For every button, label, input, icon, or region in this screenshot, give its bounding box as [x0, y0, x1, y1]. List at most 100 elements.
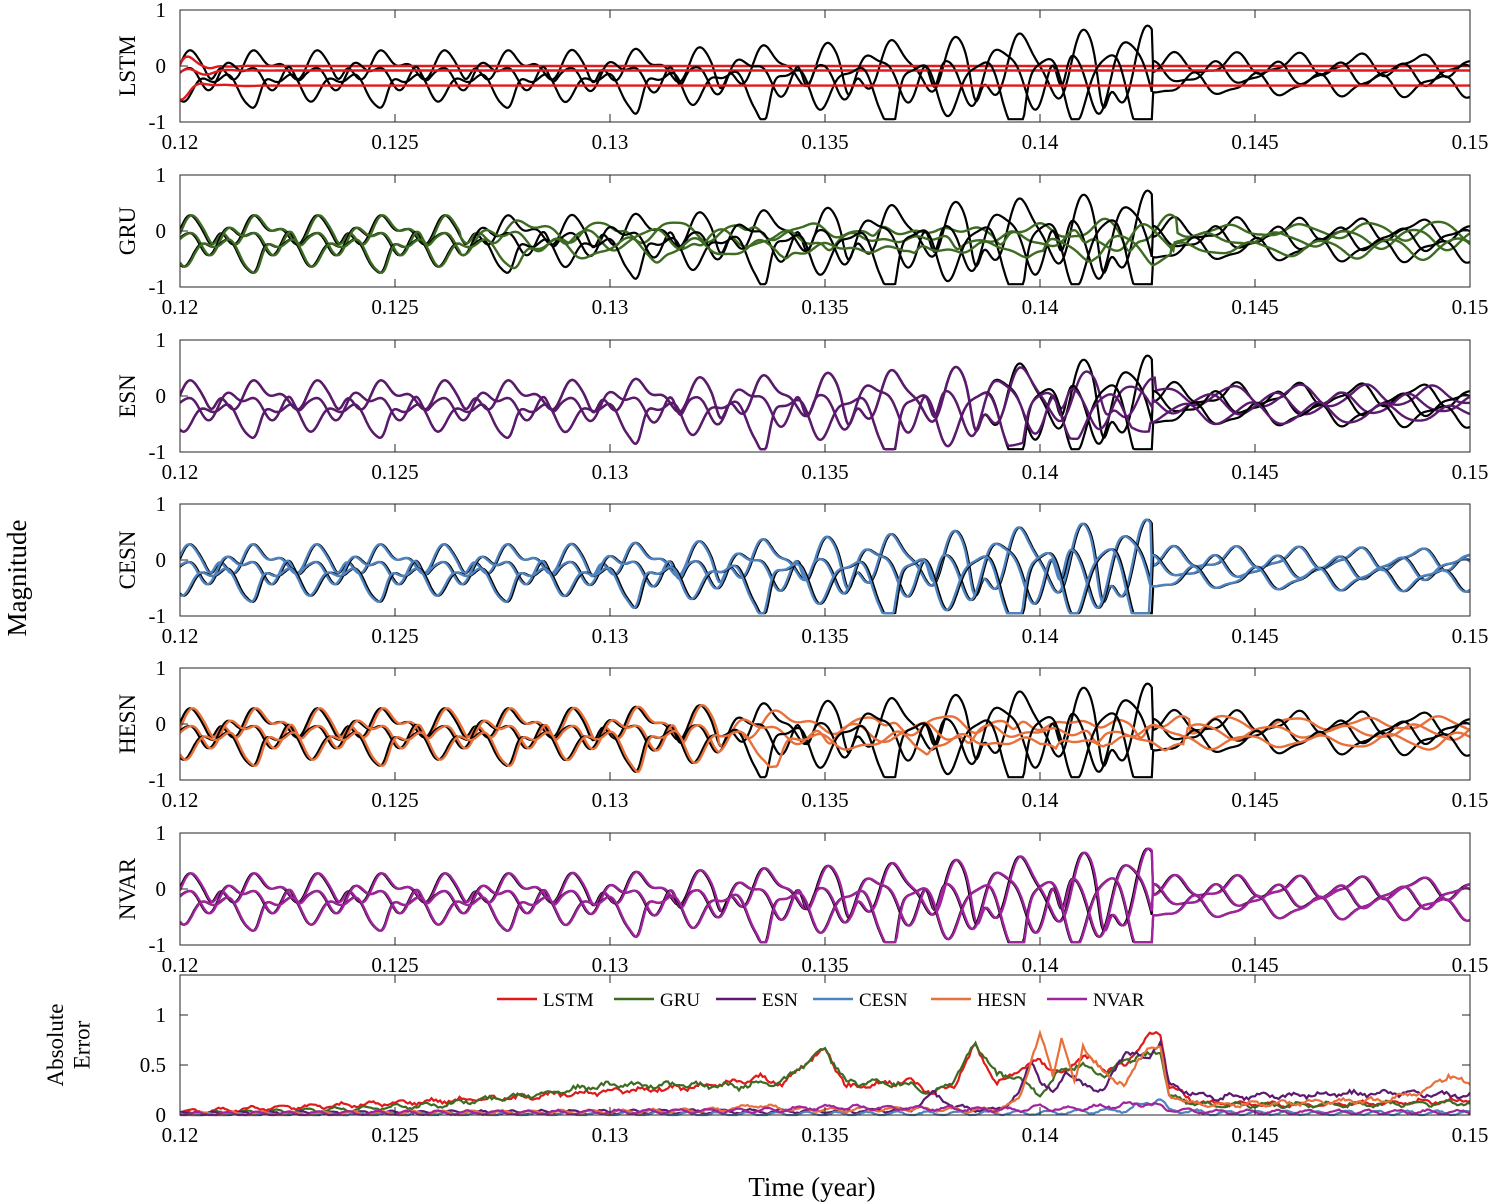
y-tick-label: 0: [156, 1103, 167, 1127]
series-group: [180, 189, 1470, 286]
series-group: [180, 847, 1470, 944]
series-group: [180, 682, 1470, 779]
x-tick-label: 0.14: [1022, 460, 1059, 484]
x-tick-label: 0.15: [1452, 130, 1489, 154]
y-tick-label: -1: [149, 768, 167, 792]
x-tick-label: 0.135: [801, 953, 848, 977]
series-group: [180, 24, 1470, 121]
x-tick-label: 0.13: [592, 130, 629, 154]
y-tick-label: -1: [149, 275, 167, 299]
x-tick-label: 0.13: [592, 1123, 629, 1147]
x-tick-label: 0.135: [801, 460, 848, 484]
legend-label-gru: GRU: [660, 990, 700, 1011]
panel-ylabel: HESN: [115, 694, 140, 754]
prediction-line: [180, 234, 1470, 275]
panel-ylabel: NVAR: [115, 857, 140, 920]
panel-nvar: 0.12 0.125 0.13 0.135 0.14 0.145 0.15 -1 0 1 NVAR: [115, 821, 1488, 977]
y-tick-label: 0: [156, 877, 167, 901]
panel-gru: 0.12 0.125 0.13 0.135 0.14 0.145 0.15 -1 0 1 GRU: [115, 163, 1488, 319]
x-tick-label: 0.125: [371, 624, 418, 648]
x-tick-label: 0.15: [1452, 788, 1489, 812]
prediction-line: [180, 379, 1470, 438]
series-group: [180, 518, 1470, 615]
y-tick-label: 1: [156, 0, 167, 22]
x-tick-label: 0.14: [1022, 624, 1059, 648]
x-tick-label: 0.125: [371, 130, 418, 154]
y-tick-label: 1: [156, 163, 167, 187]
y-tick-label: -1: [149, 604, 167, 628]
x-tick-label: 0.135: [801, 130, 848, 154]
x-tick-label: 0.15: [1452, 1123, 1489, 1147]
prediction-line: [180, 82, 1470, 101]
prediction-line: [180, 391, 1470, 451]
x-tick-label: 0.12: [162, 1123, 199, 1147]
x-tick-label: 0.125: [371, 460, 418, 484]
x-tick-label: 0.145: [1231, 624, 1278, 648]
y-tick-label: 0: [156, 548, 167, 572]
legend-label-nvar: NVAR: [1093, 990, 1145, 1011]
x-tick-label: 0.135: [801, 1123, 848, 1147]
panel-esn: 0.12 0.125 0.13 0.135 0.14 0.145 0.15 -1 0 1 ESN: [115, 328, 1488, 484]
x-tick-label: 0.145: [1231, 295, 1278, 319]
x-tick-label: 0.13: [592, 460, 629, 484]
y-tick-label: 1: [156, 1003, 167, 1027]
x-tick-label: 0.15: [1452, 295, 1489, 319]
prediction-line: [180, 718, 1470, 754]
panel-lstm: 0.12 0.125 0.13 0.135 0.14 0.145 0.15 -1 0 1 LSTM: [115, 0, 1488, 154]
x-tick-label: 0.145: [1231, 788, 1278, 812]
panels: 0.12 0.125 0.13 0.135 0.14 0.145 0.15 -1 0 1 LSTM 0…: [43, 0, 1489, 1147]
y-tick-label: 1: [156, 492, 167, 516]
x-tick-label: 0.14: [1022, 953, 1059, 977]
x-tick-label: 0.13: [592, 624, 629, 648]
truth-line: [180, 54, 1470, 121]
panel-ylabel: ESN: [115, 374, 140, 418]
x-tick-label: 0.12: [162, 130, 199, 154]
truth-line: [180, 41, 1470, 115]
y-tick-label: 0.5: [140, 1053, 166, 1077]
legend-label-hesn: HESN: [977, 990, 1027, 1011]
error-ylabel: AbsoluteError: [43, 1003, 94, 1086]
y-tick-label: 0: [156, 712, 167, 736]
y-tick-label: 0: [156, 54, 167, 78]
panel-cesn: 0.12 0.125 0.13 0.135 0.14 0.145 0.15 -1 0 1 CESN: [115, 492, 1488, 648]
series-group: [180, 354, 1470, 451]
x-tick-label: 0.12: [162, 295, 199, 319]
prediction-line: [180, 729, 1470, 774]
y-tick-label: 0: [156, 384, 167, 408]
x-tick-label: 0.13: [592, 953, 629, 977]
x-tick-label: 0.15: [1452, 953, 1489, 977]
axes-box: [179, 974, 1471, 1116]
truth-line: [180, 384, 1470, 451]
y-tick-label: -1: [149, 440, 167, 464]
x-tick-label: 0.14: [1022, 295, 1059, 319]
y-tick-label: 0: [156, 219, 167, 243]
x-tick-label: 0.12: [162, 624, 199, 648]
x-tick-label: 0.145: [1231, 460, 1278, 484]
prediction-line: [180, 365, 1470, 433]
x-tick-label: 0.15: [1452, 624, 1489, 648]
x-tick-label: 0.13: [592, 295, 629, 319]
y-tick-label: 1: [156, 821, 167, 845]
x-tick-label: 0.125: [371, 788, 418, 812]
x-tick-label: 0.125: [371, 295, 418, 319]
x-tick-label: 0.135: [801, 295, 848, 319]
panel-error: 0.12 0.125 0.13 0.135 0.14 0.145 0.15 0 0.5 1 Abso…: [43, 974, 1489, 1147]
figure-ylabel: Magnitude: [2, 519, 32, 636]
panel-ylabel: LSTM: [115, 35, 140, 96]
prediction-line: [180, 864, 1470, 939]
x-tick-label: 0.14: [1022, 1123, 1059, 1147]
x-tick-label: 0.145: [1231, 130, 1278, 154]
truth-line: [180, 548, 1470, 615]
legend: LSTM GRU ESN CESN HESN NVAR: [497, 990, 1145, 1011]
x-tick-label: 0.125: [371, 1123, 418, 1147]
error-series-group: [179, 1029, 1471, 1117]
panel-ylabel: GRU: [115, 206, 140, 255]
x-tick-label: 0.125: [371, 953, 418, 977]
prediction-line: [180, 877, 1470, 944]
prediction-line: [180, 213, 1470, 253]
y-tick-label: -1: [149, 110, 167, 134]
prediction-line: [180, 847, 1470, 932]
legend-label-esn: ESN: [762, 990, 798, 1011]
x-tick-label: 0.145: [1231, 1123, 1278, 1147]
